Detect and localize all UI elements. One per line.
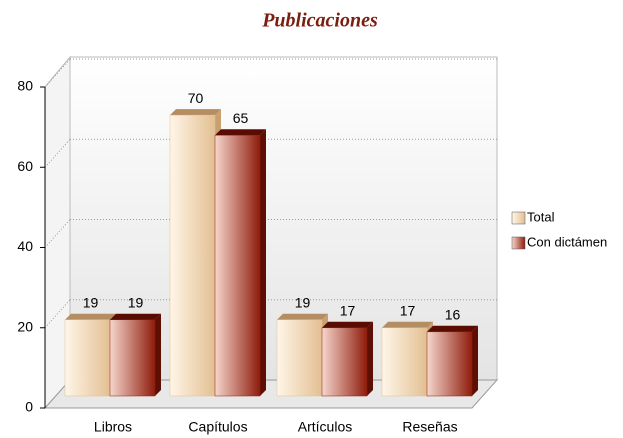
bar-top xyxy=(170,109,221,116)
bar xyxy=(169,114,216,397)
legend-swatch xyxy=(511,236,526,250)
bar-top xyxy=(322,321,373,328)
y-tick-label: 40 xyxy=(17,238,33,254)
bar-side xyxy=(367,321,373,396)
grid-line xyxy=(44,219,71,248)
bar-side xyxy=(155,313,161,396)
y-tick-label: 60 xyxy=(17,158,33,174)
bar xyxy=(276,319,323,397)
bar-side xyxy=(472,325,478,396)
bar-top xyxy=(382,321,433,328)
grid-line xyxy=(44,299,71,329)
data-label: 19 xyxy=(295,294,311,310)
chart-title: Publicaciones xyxy=(261,10,378,32)
bar xyxy=(381,327,428,397)
x-tick-label: Capítulos xyxy=(188,419,247,435)
bar-top xyxy=(427,325,478,332)
bar-side xyxy=(260,129,266,396)
x-tick-label: Artículos xyxy=(298,419,352,435)
bar-top xyxy=(215,129,266,136)
y-tick-label: 80 xyxy=(17,78,33,94)
bar xyxy=(64,319,111,397)
legend-label: Total xyxy=(527,209,555,224)
data-label: 16 xyxy=(445,307,461,323)
data-label: 19 xyxy=(128,294,144,310)
data-label: 65 xyxy=(233,110,249,126)
bar-top xyxy=(65,313,116,320)
bar xyxy=(109,319,156,397)
x-tick-label: Libros xyxy=(94,419,132,435)
y-tick-label: 0 xyxy=(25,399,33,415)
data-label: 70 xyxy=(188,90,204,106)
legend-swatch xyxy=(511,211,526,225)
data-label: 17 xyxy=(340,302,356,318)
data-label: 19 xyxy=(83,294,99,310)
bar xyxy=(426,331,473,397)
bar-top xyxy=(110,313,161,320)
grid-line xyxy=(44,138,71,168)
grid-line xyxy=(44,58,71,88)
bar-top xyxy=(277,313,328,320)
bar xyxy=(214,134,261,397)
bar xyxy=(321,327,368,397)
data-label: 17 xyxy=(400,302,416,318)
y-tick-label: 20 xyxy=(17,318,33,334)
x-tick-label: Reseñas xyxy=(402,419,457,435)
legend-label: Con dictámen xyxy=(527,234,607,249)
